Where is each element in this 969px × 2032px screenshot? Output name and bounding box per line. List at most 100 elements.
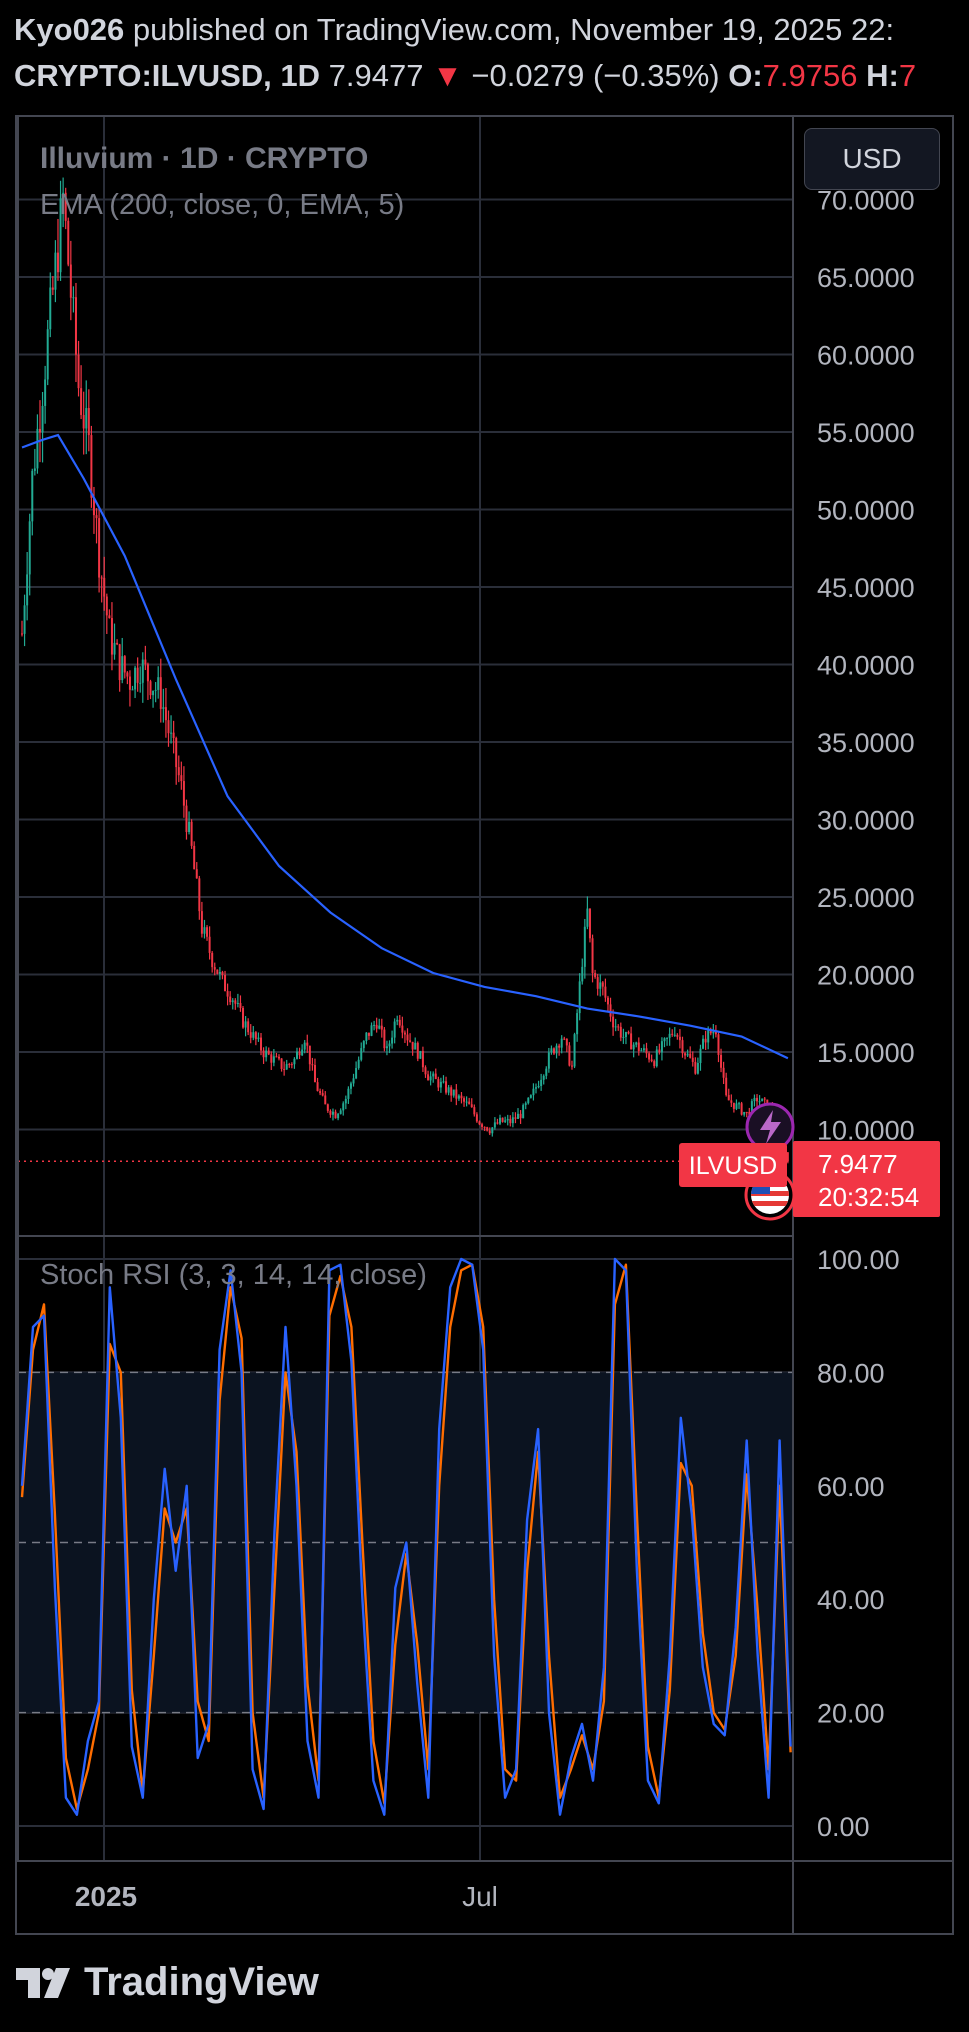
candle-body [753,1097,756,1102]
high-value: 7 [898,58,917,93]
currency-button[interactable]: USD [804,128,940,190]
candle-body [630,1033,633,1050]
candle-body [311,1064,314,1066]
candle-body [162,707,165,709]
author[interactable]: Kyo026 [14,12,125,47]
tradingview-logo[interactable]: TradingView [16,1960,319,2005]
candle-body [707,1029,710,1043]
candle-body [128,676,131,690]
symbol[interactable]: CRYPTO:ILVUSD, 1D [14,58,321,93]
candle-body [614,1026,617,1028]
candle-body [149,681,152,696]
candle-body [409,1040,412,1042]
candle-body [134,667,137,690]
candle-body [349,1083,352,1089]
candle-body [547,1052,550,1069]
candle-body [157,677,160,690]
price-tag[interactable]: ILVUSD 7.9477 20:32:54 [679,1141,940,1217]
candle-body [290,1064,293,1066]
open-label: O: [728,58,763,93]
stoch-axis[interactable]: 100.00 80.00 60.00 40.00 20.00 0.00 [817,1245,900,1842]
candle-body [28,521,31,575]
time-tick-label: Jul [462,1881,498,1912]
candle-body [100,577,103,579]
candle-body [54,252,57,290]
candle-body [542,1075,545,1080]
candle-body [483,1126,486,1128]
candle-body [403,1032,406,1035]
candle-body [249,1032,252,1038]
candle-body [92,497,95,516]
candle-body [41,405,44,433]
candle-body [581,966,584,982]
candle-body [599,982,602,989]
candle-body [658,1049,661,1053]
price-tag-symbol: ILVUSD [689,1152,777,1180]
candlestick-series[interactable] [21,177,789,1164]
candle-body [612,1016,615,1028]
candle-body [324,1095,327,1105]
candle-body [126,672,129,677]
candle-body [712,1031,715,1034]
candle-body [653,1061,656,1067]
candle-body [362,1040,365,1049]
candle-body [144,659,147,665]
candle-body [594,973,597,978]
candle-body [275,1056,278,1058]
candle-body [198,878,201,912]
candle-body [725,1077,728,1096]
time-axis[interactable]: 2025 Jul [75,1881,498,1912]
candle-body [691,1057,694,1062]
lightning-badge[interactable] [745,1102,795,1152]
candle-body [439,1081,442,1088]
price-tick-label: 45.0000 [817,573,915,603]
candle-body [452,1089,455,1096]
candle-body [385,1046,388,1049]
candle-body [617,1026,620,1028]
candle-body [676,1034,679,1037]
stoch-k-line [20,1257,792,1816]
candle-body [689,1053,692,1058]
candle-body [265,1050,268,1058]
candle-body [154,689,157,691]
candle-body [573,1034,576,1067]
candle-body [185,805,188,833]
candle-body [558,1045,561,1048]
candle-body [645,1048,648,1054]
candle-body [424,1067,427,1075]
stoch-rsi-lines[interactable] [20,1257,792,1816]
candle-body [437,1079,440,1088]
candle-body [229,996,232,1003]
candle-body [190,821,193,846]
candle-body [355,1068,358,1079]
candle-body [681,1040,684,1054]
chart-title: Illuvium · 1D · CRYPTO [40,142,368,175]
candle-body [627,1032,630,1034]
candle-body [388,1043,391,1047]
price-axis[interactable]: 70.0000 65.0000 60.0000 55.0000 50.0000 45.00… [817,186,915,1146]
candle-body [686,1053,689,1056]
stoch-tick-label: 80.00 [817,1358,885,1388]
candle-body [339,1110,342,1114]
candle-body [414,1042,417,1050]
candle-body [98,518,101,578]
candle-body [367,1032,370,1036]
ema-200-line[interactable] [21,433,789,1060]
candle-body [51,287,54,290]
candle-body [200,911,203,934]
candle-body [288,1064,291,1066]
candle-body [709,1029,712,1034]
candle-body [59,198,62,273]
candle-body [344,1098,347,1104]
candle-body [167,720,170,734]
candle-body [750,1101,753,1115]
candle-body [383,1029,386,1049]
candle-body [239,1002,242,1008]
candle-body [391,1037,394,1044]
price-tick-label: 55.0000 [817,418,915,448]
candle-body [331,1111,334,1115]
candle-body [357,1059,360,1069]
candle-body [743,1111,746,1115]
candle-body [260,1037,263,1051]
